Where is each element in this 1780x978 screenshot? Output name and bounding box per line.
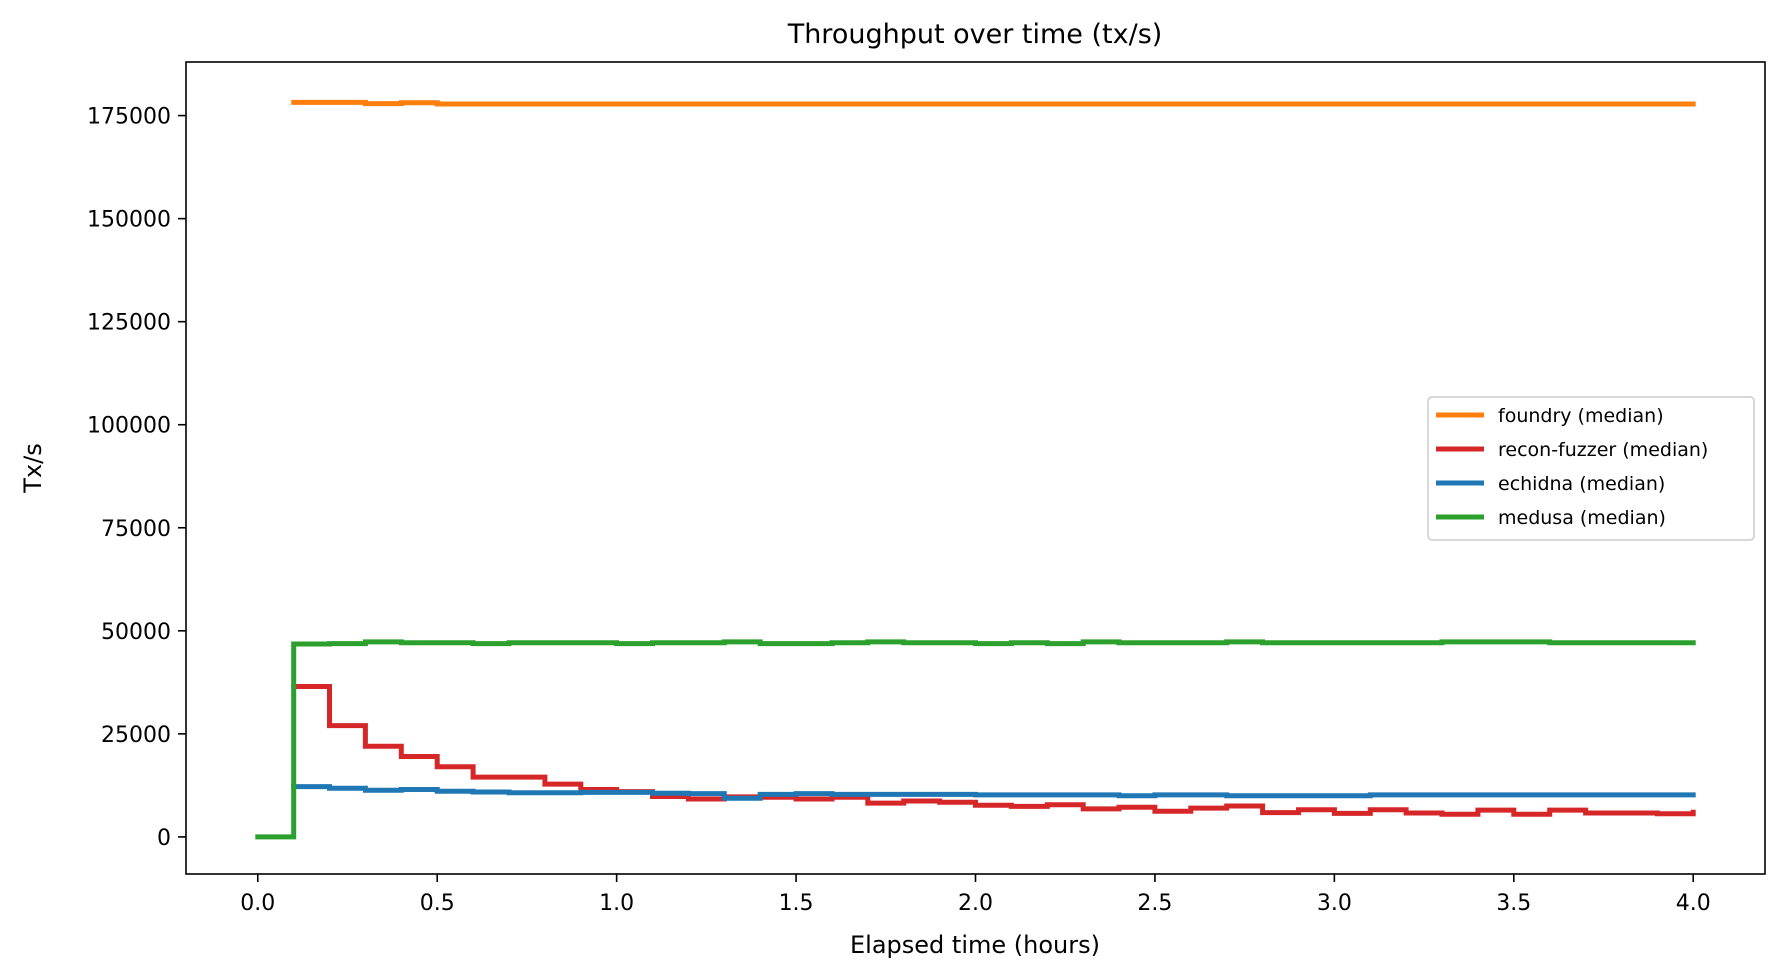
x-tick-label: 4.0 <box>1676 891 1711 916</box>
legend-box <box>1427 396 1755 541</box>
y-axis: 0 25000 50000 75000 100000 125000 150000 175000 <box>87 105 186 851</box>
x-tick-label: 1.0 <box>599 891 634 916</box>
y-tick-label: 100000 <box>87 414 171 439</box>
y-tick-label: 125000 <box>87 311 171 336</box>
series-line-1 <box>291 684 1696 817</box>
series-layer <box>255 99 1696 840</box>
x-tick-label: 2.0 <box>958 891 993 916</box>
x-tick-label: 3.0 <box>1317 891 1352 916</box>
x-tick-label: 0.5 <box>420 891 455 916</box>
x-tick-label: 2.5 <box>1137 891 1172 916</box>
y-tick-label: 25000 <box>101 723 171 748</box>
y-tick-label: 150000 <box>87 208 171 233</box>
x-tick-label: 3.5 <box>1496 891 1531 916</box>
chart-title: Throughput over time (tx/s) <box>787 19 1163 50</box>
x-tick-label: 1.5 <box>779 891 814 916</box>
y-tick-label: 50000 <box>101 620 171 645</box>
legend-label-1: recon-fuzzer (median) <box>1498 439 1708 461</box>
series-line-2 <box>291 784 1696 801</box>
y-axis-label: Tx/s <box>19 443 47 493</box>
legend-label-3: medusa (median) <box>1498 507 1666 529</box>
x-axis: 0.0 0.5 1.0 1.5 2.0 2.5 3.0 3.5 4.0 <box>240 874 1711 916</box>
series-line-0 <box>291 99 1696 107</box>
x-axis-label: Elapsed time (hours) <box>850 931 1100 959</box>
legend: foundry (median) recon-fuzzer (median) ech… <box>1427 396 1755 541</box>
series-line-3 <box>255 639 1696 840</box>
legend-label-0: foundry (median) <box>1498 405 1664 427</box>
y-tick-label: 75000 <box>101 517 171 542</box>
y-tick-label: 0 <box>157 826 171 851</box>
y-tick-label: 175000 <box>87 105 171 130</box>
legend-label-2: echidna (median) <box>1498 473 1665 495</box>
x-tick-label: 0.0 <box>240 891 275 916</box>
